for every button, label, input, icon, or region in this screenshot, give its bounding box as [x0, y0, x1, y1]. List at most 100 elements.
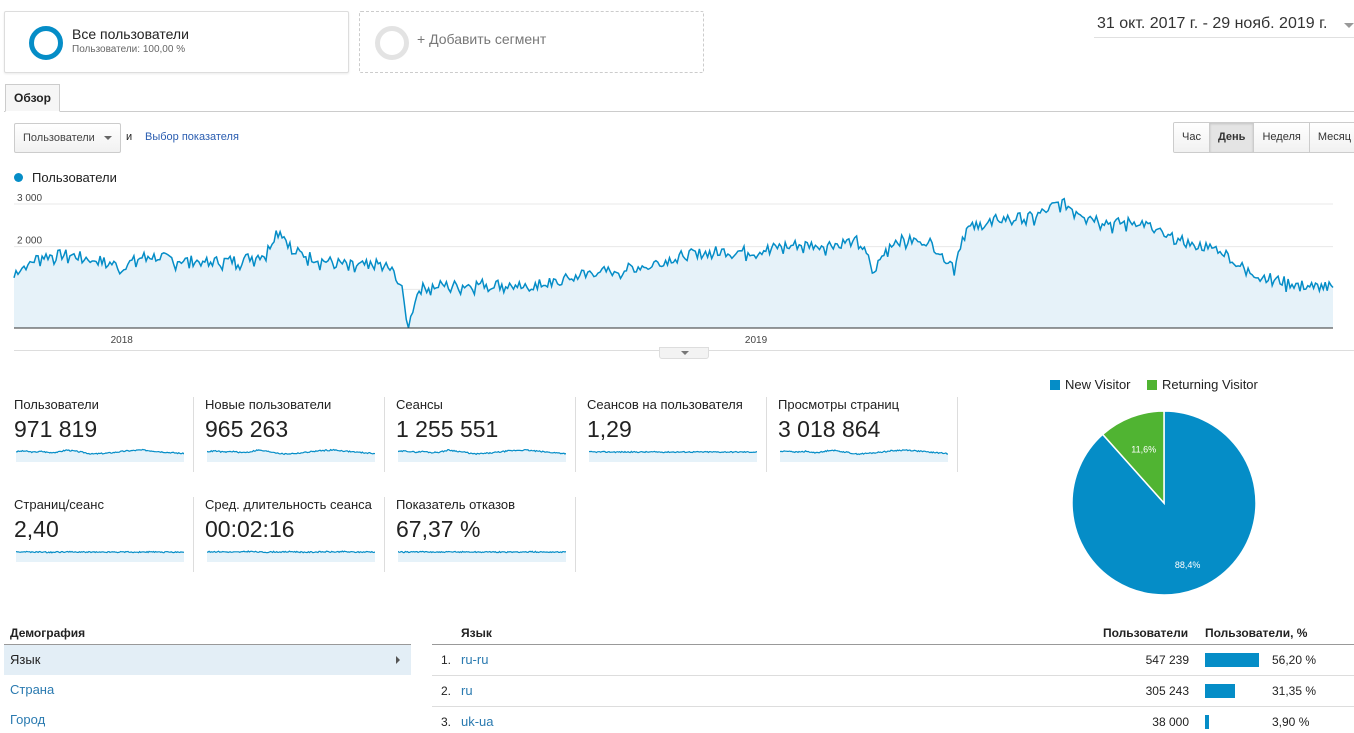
- granularity-hour-button[interactable]: Час: [1174, 123, 1210, 152]
- table-row[interactable]: 1. ru-ru 547 239 56,20 %: [432, 645, 1354, 675]
- card-divider: [193, 497, 194, 572]
- chevron-down-icon: [681, 351, 689, 355]
- metric-label: Просмотры страниц: [778, 397, 900, 412]
- metric-sparkline: [398, 448, 566, 462]
- legend-swatch-icon: [1050, 380, 1060, 390]
- metric-card[interactable]: Страниц/сеанс 2,40: [14, 497, 194, 572]
- card-divider: [384, 497, 385, 572]
- pie-legend-new-label: New Visitor: [1065, 377, 1131, 392]
- table-row[interactable]: 2. ru 305 243 31,35 %: [432, 676, 1354, 706]
- language-link[interactable]: ru-ru: [461, 652, 489, 667]
- card-divider: [575, 397, 576, 472]
- x-tick-label: 2019: [745, 335, 768, 346]
- metric-sparkline: [207, 448, 375, 462]
- users-share-bar: [1205, 684, 1236, 698]
- y-tick-label: 2 000: [17, 236, 42, 247]
- card-divider: [766, 397, 767, 472]
- sparkline-area: [589, 451, 757, 462]
- granularity-day-button[interactable]: День: [1209, 123, 1255, 152]
- table-header-users-pct: Пользователи, %: [1205, 626, 1308, 640]
- collapse-chart-button[interactable]: [659, 347, 709, 359]
- metric-sparkline: [16, 550, 184, 562]
- metric-card[interactable]: Сеансов на пользователя 1,29: [587, 397, 767, 472]
- users-count: 305 243: [1145, 684, 1189, 698]
- chevron-down-icon: [104, 136, 112, 140]
- pie-slice-label: 11,6%: [1131, 445, 1156, 455]
- table-header-language: Язык: [461, 626, 492, 640]
- metric-card[interactable]: Сред. длительность сеанса 00:02:16: [205, 497, 385, 572]
- visitor-type-pie-chart[interactable]: 88,4% 11,6%: [1066, 405, 1262, 601]
- metric-label: Страниц/сеанс: [14, 497, 104, 512]
- table-header-rule: [432, 644, 1354, 645]
- tab-divider: [4, 111, 1354, 112]
- row-number: 3.: [441, 715, 452, 729]
- demography-item-label: Город: [10, 712, 46, 727]
- users-share-bar: [1205, 715, 1209, 729]
- row-number: 2.: [441, 684, 452, 698]
- legend-swatch-icon: [1147, 380, 1157, 390]
- table-row[interactable]: 3. uk-ua 38 000 3,90 %: [432, 707, 1354, 733]
- granularity-switch: Час День Неделя Месяц: [1173, 122, 1354, 153]
- sparkline-line: [16, 550, 184, 554]
- sparkline-line: [16, 448, 184, 455]
- series-area: [14, 198, 1333, 328]
- metric-sparkline: [589, 450, 757, 462]
- date-range-picker[interactable]: 31 окт. 2017 г. - 29 нояб. 2019 г.: [1094, 12, 1354, 38]
- granularity-week-button[interactable]: Неделя: [1254, 123, 1310, 152]
- series-line[interactable]: [13, 197, 1334, 329]
- users-percent: 3,90 %: [1272, 715, 1310, 729]
- sparkline-line: [398, 550, 566, 554]
- demography-item-country[interactable]: Страна: [4, 675, 411, 705]
- metric-value: 1 255 551: [396, 416, 499, 442]
- metric-label: Сеансы: [396, 397, 443, 412]
- tab-overview[interactable]: Обзор: [5, 84, 60, 112]
- and-label: и: [126, 131, 133, 143]
- empty-segment-ring-icon: [375, 26, 409, 60]
- demography-header: Демография: [10, 626, 86, 640]
- pie-slice-label: 88,4%: [1175, 560, 1201, 570]
- pick-metric-link[interactable]: Выбор показателя: [145, 131, 239, 143]
- metric-card[interactable]: Сеансы 1 255 551: [396, 397, 576, 472]
- demography-item-language[interactable]: Язык: [4, 645, 411, 675]
- card-divider: [384, 397, 385, 472]
- card-divider: [957, 397, 958, 472]
- users-percent: 31,35 %: [1272, 684, 1317, 698]
- sparkline-area: [207, 551, 375, 562]
- metric-value: 67,37 %: [396, 516, 481, 542]
- language-link[interactable]: uk-ua: [461, 714, 494, 729]
- sparkline-area: [780, 449, 948, 462]
- sparkline-line: [589, 450, 757, 454]
- metric-select-value: Пользователи: [23, 132, 95, 144]
- metric-value: 971 819: [14, 416, 98, 442]
- metric-card[interactable]: Пользователи 971 819: [14, 397, 194, 472]
- table-row-rule: [432, 675, 1354, 676]
- sparkline-line: [207, 448, 375, 456]
- pie-legend-new[interactable]: New Visitor: [1050, 377, 1131, 392]
- pie-legend-returning[interactable]: Returning Visitor: [1147, 377, 1258, 392]
- users-percent: 56,20 %: [1272, 653, 1317, 667]
- pie-slice[interactable]: [1101, 410, 1165, 505]
- x-tick-label: 2018: [111, 335, 134, 346]
- metric-select[interactable]: Пользователи: [14, 123, 121, 153]
- add-segment-button[interactable]: + Добавить сегмент: [359, 11, 704, 73]
- demography-rule: [4, 644, 411, 645]
- card-divider: [193, 397, 194, 472]
- segment-ring-icon: [29, 26, 63, 60]
- demography-item-label: Страна: [10, 682, 55, 697]
- metric-sparkline: [16, 448, 184, 462]
- sparkline-area: [16, 551, 184, 562]
- row-number: 1.: [441, 653, 452, 667]
- demography-item-city[interactable]: Город: [4, 705, 411, 733]
- granularity-month-button[interactable]: Месяц: [1309, 123, 1354, 152]
- segment-all-users[interactable]: Все пользователи Пользователи: 100,00 %: [4, 11, 349, 73]
- metric-card[interactable]: Новые пользователи 965 263: [205, 397, 385, 472]
- metric-label: Сеансов на пользователя: [587, 397, 743, 412]
- add-segment-label: + Добавить сегмент: [417, 31, 547, 47]
- metric-card[interactable]: Показатель отказов 67,37 %: [396, 497, 576, 572]
- date-range-text: 31 окт. 2017 г. - 29 нояб. 2019 г.: [1097, 15, 1328, 32]
- language-link[interactable]: ru: [461, 683, 473, 698]
- metric-label: Показатель отказов: [396, 497, 516, 512]
- metric-card[interactable]: Просмотры страниц 3 018 864: [778, 397, 958, 472]
- sparkline-area: [398, 551, 566, 562]
